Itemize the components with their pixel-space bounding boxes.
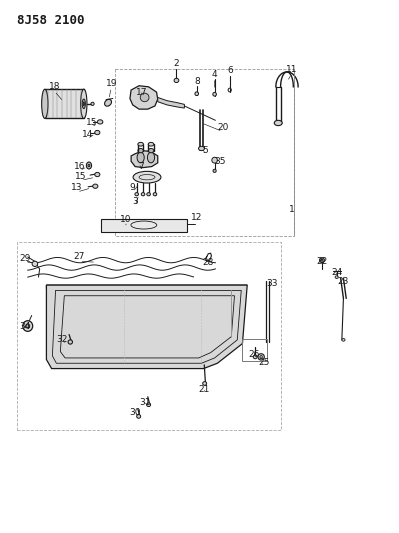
Ellipse shape <box>105 99 111 106</box>
Text: 3: 3 <box>132 197 138 206</box>
Ellipse shape <box>68 340 73 344</box>
Text: 17: 17 <box>136 87 148 96</box>
Text: 5: 5 <box>203 146 208 155</box>
Text: 25: 25 <box>258 358 270 367</box>
Text: 1: 1 <box>289 205 294 214</box>
Ellipse shape <box>203 382 207 385</box>
Ellipse shape <box>335 276 338 278</box>
Text: 8: 8 <box>195 77 200 86</box>
Ellipse shape <box>97 120 103 124</box>
Ellipse shape <box>88 164 90 167</box>
Text: 33: 33 <box>266 279 278 288</box>
Bar <box>243 339 267 361</box>
Polygon shape <box>46 285 247 368</box>
Ellipse shape <box>26 324 30 328</box>
Ellipse shape <box>95 172 100 176</box>
Ellipse shape <box>321 259 323 261</box>
Polygon shape <box>131 151 158 167</box>
Text: 6: 6 <box>228 67 233 75</box>
Text: 32: 32 <box>57 335 68 344</box>
Ellipse shape <box>213 169 216 172</box>
Text: 13: 13 <box>71 183 83 192</box>
Ellipse shape <box>274 120 282 126</box>
Text: 21: 21 <box>199 385 210 394</box>
Ellipse shape <box>174 78 179 83</box>
Ellipse shape <box>148 142 154 146</box>
Ellipse shape <box>212 157 217 163</box>
Ellipse shape <box>82 99 85 109</box>
Ellipse shape <box>138 142 143 146</box>
Polygon shape <box>46 285 247 289</box>
Text: 29: 29 <box>20 254 31 263</box>
Polygon shape <box>158 98 184 108</box>
Text: 27: 27 <box>74 253 85 261</box>
Ellipse shape <box>320 258 324 263</box>
Ellipse shape <box>133 171 161 183</box>
Bar <box>45 89 84 118</box>
Text: 34: 34 <box>20 321 31 330</box>
Text: 16: 16 <box>74 162 85 171</box>
Ellipse shape <box>148 149 154 153</box>
Ellipse shape <box>146 403 150 407</box>
Text: 31: 31 <box>139 398 150 407</box>
Ellipse shape <box>91 102 94 106</box>
Text: 14: 14 <box>82 130 93 139</box>
Ellipse shape <box>86 162 91 169</box>
Text: 18: 18 <box>49 82 60 91</box>
Text: 19: 19 <box>105 78 117 87</box>
Ellipse shape <box>147 152 154 163</box>
Ellipse shape <box>137 415 141 418</box>
Ellipse shape <box>199 147 204 151</box>
Text: 35: 35 <box>214 157 226 166</box>
Polygon shape <box>101 219 187 232</box>
Ellipse shape <box>140 93 149 102</box>
Ellipse shape <box>138 149 143 153</box>
Ellipse shape <box>213 92 216 96</box>
Text: 9: 9 <box>130 183 136 192</box>
Ellipse shape <box>41 89 48 118</box>
Ellipse shape <box>32 261 38 266</box>
Ellipse shape <box>95 131 100 135</box>
Text: 7: 7 <box>138 162 144 171</box>
Ellipse shape <box>253 355 257 359</box>
Bar <box>18 241 280 430</box>
Ellipse shape <box>141 192 145 196</box>
Text: 4: 4 <box>212 70 217 78</box>
Text: 28: 28 <box>203 258 214 266</box>
Text: 23: 23 <box>338 277 349 286</box>
Ellipse shape <box>81 89 87 118</box>
Text: 30: 30 <box>129 408 141 417</box>
Ellipse shape <box>93 184 98 188</box>
Ellipse shape <box>83 102 85 106</box>
Ellipse shape <box>195 92 199 95</box>
Text: 24: 24 <box>331 269 342 277</box>
Ellipse shape <box>147 192 150 196</box>
Text: 15: 15 <box>86 118 97 127</box>
Ellipse shape <box>153 192 157 196</box>
Text: 20: 20 <box>217 123 228 132</box>
Polygon shape <box>130 86 158 109</box>
Ellipse shape <box>137 152 144 163</box>
Text: 22: 22 <box>316 257 328 265</box>
Text: 2: 2 <box>174 59 179 68</box>
Bar <box>18 241 280 430</box>
Ellipse shape <box>135 192 138 196</box>
Ellipse shape <box>342 338 345 341</box>
Text: 8J58 2100: 8J58 2100 <box>17 14 84 27</box>
Text: 15: 15 <box>75 172 87 181</box>
Text: 10: 10 <box>120 215 132 224</box>
Ellipse shape <box>23 321 33 332</box>
Text: 26: 26 <box>249 350 260 359</box>
Text: 11: 11 <box>286 66 298 74</box>
Text: 12: 12 <box>191 213 202 222</box>
Ellipse shape <box>258 354 264 360</box>
